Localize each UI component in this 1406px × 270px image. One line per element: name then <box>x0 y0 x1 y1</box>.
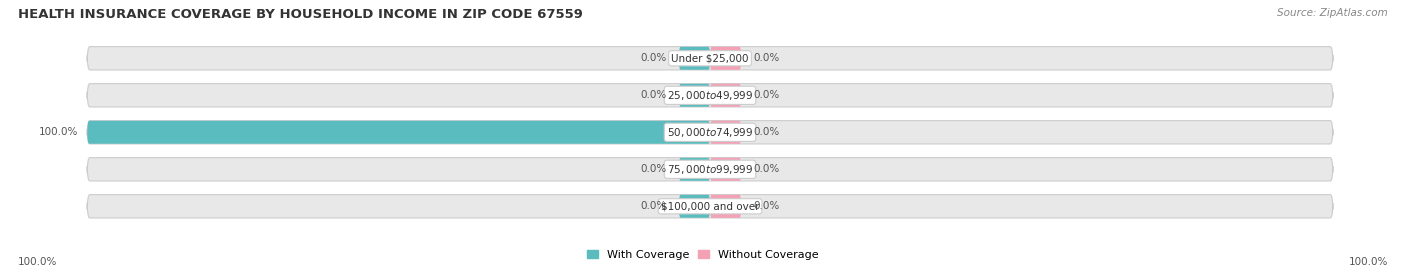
Text: $50,000 to $74,999: $50,000 to $74,999 <box>666 126 754 139</box>
FancyBboxPatch shape <box>710 47 741 70</box>
FancyBboxPatch shape <box>679 47 710 70</box>
FancyBboxPatch shape <box>87 84 1333 107</box>
FancyBboxPatch shape <box>710 84 741 107</box>
Text: $25,000 to $49,999: $25,000 to $49,999 <box>666 89 754 102</box>
Text: 0.0%: 0.0% <box>754 53 780 63</box>
Text: 0.0%: 0.0% <box>640 164 666 174</box>
Text: 100.0%: 100.0% <box>38 127 77 137</box>
FancyBboxPatch shape <box>87 47 1333 70</box>
FancyBboxPatch shape <box>679 195 710 218</box>
FancyBboxPatch shape <box>679 84 710 107</box>
FancyBboxPatch shape <box>679 158 710 181</box>
Text: HEALTH INSURANCE COVERAGE BY HOUSEHOLD INCOME IN ZIP CODE 67559: HEALTH INSURANCE COVERAGE BY HOUSEHOLD I… <box>18 8 583 21</box>
FancyBboxPatch shape <box>87 195 1333 218</box>
Text: Under $25,000: Under $25,000 <box>671 53 749 63</box>
Text: 0.0%: 0.0% <box>640 53 666 63</box>
Text: 0.0%: 0.0% <box>754 90 780 100</box>
Text: 100.0%: 100.0% <box>18 257 58 267</box>
FancyBboxPatch shape <box>710 121 741 144</box>
Text: Source: ZipAtlas.com: Source: ZipAtlas.com <box>1277 8 1388 18</box>
Text: 0.0%: 0.0% <box>754 201 780 211</box>
Text: $100,000 and over: $100,000 and over <box>661 201 759 211</box>
FancyBboxPatch shape <box>710 158 741 181</box>
Text: 0.0%: 0.0% <box>754 127 780 137</box>
Text: 0.0%: 0.0% <box>640 201 666 211</box>
Text: $75,000 to $99,999: $75,000 to $99,999 <box>666 163 754 176</box>
FancyBboxPatch shape <box>87 158 1333 181</box>
Text: 0.0%: 0.0% <box>640 90 666 100</box>
FancyBboxPatch shape <box>710 195 741 218</box>
FancyBboxPatch shape <box>87 121 1333 144</box>
Text: 100.0%: 100.0% <box>1348 257 1388 267</box>
Legend: With Coverage, Without Coverage: With Coverage, Without Coverage <box>582 245 824 264</box>
Text: 0.0%: 0.0% <box>754 164 780 174</box>
FancyBboxPatch shape <box>87 121 710 144</box>
